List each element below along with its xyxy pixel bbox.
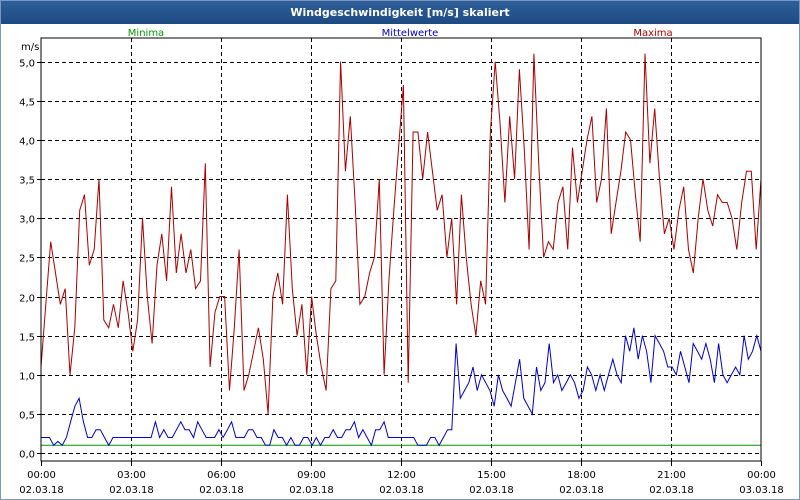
y-axis-unit: m/s — [21, 42, 39, 53]
chart-title: Windgeschwindigkeit [m/s] skaliert — [1, 1, 799, 24]
x-tick-date: 02.03.18 — [559, 485, 604, 496]
axes — [37, 37, 762, 466]
y-tick-labels: 0,0 0,5 1,0 1,5 2,0 2,5 3,0 3,5 4,0 4,5 5,0 — [19, 59, 35, 461]
x-tick-time: 00:00 — [747, 470, 776, 481]
series-line-maxima — [40, 53, 762, 415]
y-tick-label: 0,5 — [19, 411, 35, 422]
x-tick-time: 15:00 — [477, 470, 506, 481]
chart-canvas: m/s Minima Mittelwerte Maxima 00:00 02.03.1… — [1, 24, 799, 499]
x-tick-time: 12:00 — [387, 470, 416, 481]
x-tick-time: 21:00 — [657, 470, 686, 481]
x-tick-labels: 00:00 02.03.18 03:00 02.03.18 06:00 02.03.18 0… — [19, 470, 784, 496]
y-tick-label: 0,0 — [19, 450, 35, 461]
x-tick-date: 03.03.18 — [739, 485, 784, 496]
x-tick-date: 02.03.18 — [289, 485, 334, 496]
y-tick-label: 1,0 — [19, 372, 35, 383]
series-lines — [40, 53, 762, 447]
x-tick-date: 02.03.18 — [109, 485, 154, 496]
x-tick-date: 02.03.18 — [649, 485, 694, 496]
x-tick-date: 02.03.18 — [469, 485, 514, 496]
x-tick-date: 02.03.18 — [19, 485, 64, 496]
y-tick-label: 3,5 — [19, 176, 35, 187]
y-tick-label: 2,0 — [19, 294, 35, 305]
x-tick-time: 09:00 — [297, 470, 326, 481]
legend-item-maxima: Maxima — [633, 28, 672, 39]
series-line-mittelwerte — [41, 327, 762, 447]
y-tick-label: 1,5 — [19, 333, 35, 344]
x-tick-time: 06:00 — [207, 470, 236, 481]
y-tick-label: 4,5 — [19, 98, 35, 109]
x-tick-time: 18:00 — [567, 470, 596, 481]
y-tick-label: 5,0 — [19, 59, 35, 70]
x-tick-date: 02.03.18 — [379, 485, 424, 496]
legend: Minima Mittelwerte Maxima — [128, 28, 673, 39]
x-tick-date: 02.03.18 — [199, 485, 244, 496]
grid — [41, 38, 761, 461]
y-tick-label: 3,0 — [19, 215, 35, 226]
legend-item-minima: Minima — [128, 28, 164, 39]
legend-item-mittelwerte: Mittelwerte — [382, 28, 439, 39]
y-tick-label: 4,0 — [19, 137, 35, 148]
x-tick-time: 00:00 — [27, 470, 56, 481]
x-tick-time: 03:00 — [117, 470, 146, 481]
y-tick-label: 2,5 — [19, 254, 35, 265]
